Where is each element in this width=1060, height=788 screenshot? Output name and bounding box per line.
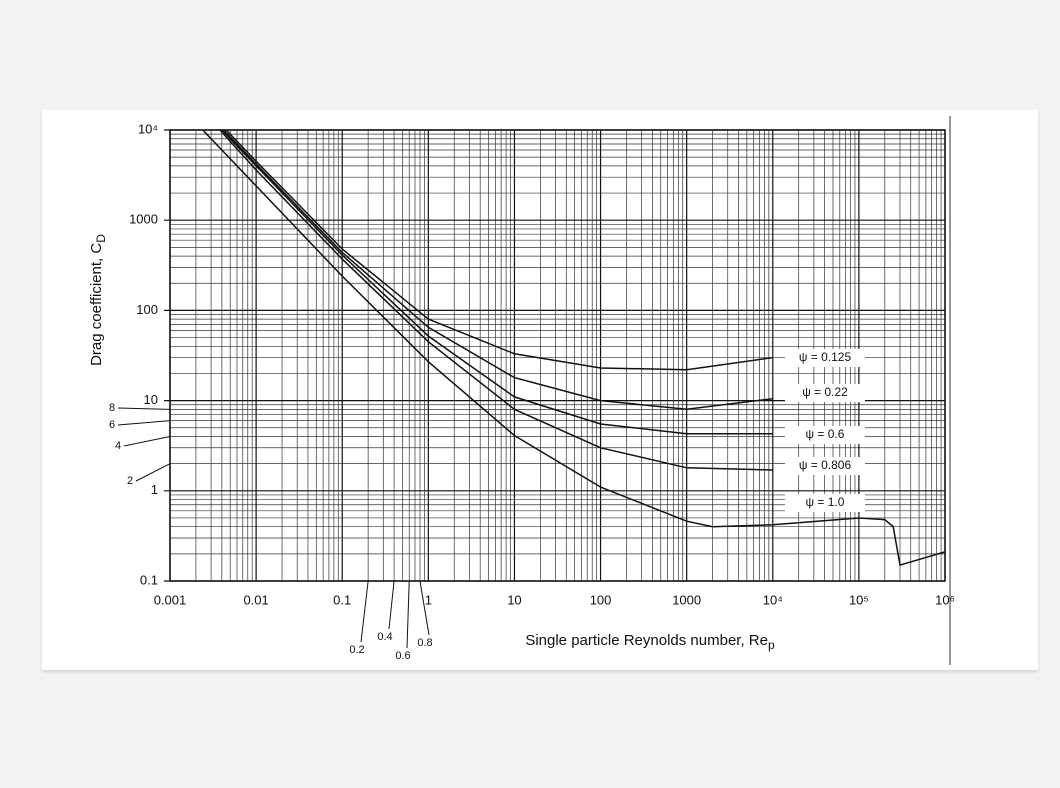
x-tick-label: 10	[507, 592, 521, 607]
x-axis-label: Single particle Reynolds number, Rep	[525, 632, 775, 652]
x-axis-label-sub: p	[768, 638, 775, 652]
x-tick-label: 10⁴	[763, 592, 783, 607]
y-tick-label: 10⁴	[138, 121, 158, 136]
series-line	[219, 130, 773, 471]
series-label-bg	[785, 457, 865, 475]
card	[42, 110, 1038, 670]
y-minor-label: 8	[109, 402, 115, 414]
x-tick-label: 0.001	[154, 592, 187, 607]
leader-line	[419, 580, 430, 636]
y-minor-label: 6	[109, 419, 115, 431]
x-tick-label: 10⁶	[935, 592, 955, 607]
leader-line	[406, 580, 410, 649]
series-label: ψ = 0.806	[799, 458, 852, 472]
y-axis-label-text: Drag coefficient, C	[88, 243, 105, 366]
x-tick-label: 1000	[672, 592, 701, 607]
y-tick-label: 100	[136, 302, 158, 317]
series-label-bg	[785, 384, 865, 402]
x-minor-label: 0.2	[349, 644, 364, 656]
series-label-bg	[785, 349, 865, 367]
leader-line	[135, 463, 171, 482]
plot-frame	[169, 129, 946, 582]
x-minor-label: 0.6	[395, 650, 410, 662]
series-label: ψ = 0.22	[802, 385, 848, 399]
x-axis-label-text: Single particle Reynolds number, Re	[525, 632, 768, 649]
x-tick-label: 10⁵	[849, 592, 869, 607]
y-axis-label: Drag coefficient, CD	[88, 234, 108, 366]
leader-line	[388, 580, 395, 630]
series-label: ψ = 1.0	[806, 495, 845, 509]
series-label: ψ = 0.125	[799, 350, 852, 364]
x-tick-label: 0.01	[243, 592, 268, 607]
series-line	[221, 130, 773, 435]
leader-line	[117, 407, 171, 410]
series-label: ψ = 0.6	[806, 427, 845, 441]
y-tick-label: 0.1	[140, 572, 158, 587]
leader-line	[123, 436, 171, 447]
x-tick-label: 0.1	[333, 592, 351, 607]
y-tick-label: 1	[151, 482, 158, 497]
leader-line	[360, 580, 369, 643]
series-label-bg	[785, 426, 865, 444]
x-minor-label: 0.4	[377, 631, 392, 643]
series-label-bg	[785, 494, 865, 512]
leader-line	[117, 420, 171, 426]
y-tick-label: 10	[144, 392, 158, 407]
y-minor-label: 4	[115, 440, 121, 452]
y-axis-label-sub: D	[94, 234, 108, 243]
y-tick-label: 1000	[129, 212, 158, 227]
series-line	[225, 130, 773, 371]
x-tick-label: 1	[425, 592, 432, 607]
series-line	[223, 130, 773, 411]
x-minor-label: 0.8	[417, 637, 432, 649]
y-minor-label: 2	[127, 475, 133, 487]
series-line	[202, 130, 945, 567]
x-tick-label: 100	[590, 592, 612, 607]
